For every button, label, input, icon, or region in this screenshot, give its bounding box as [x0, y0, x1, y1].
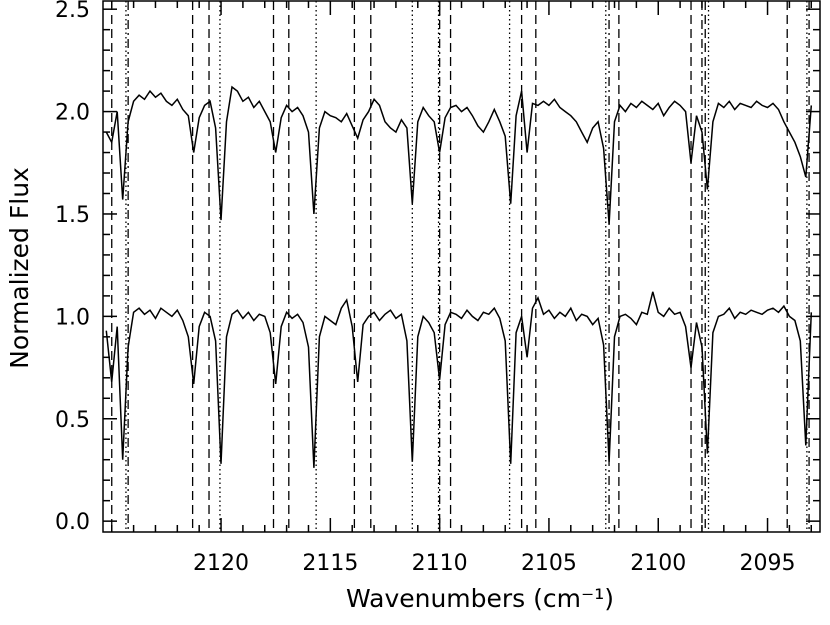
y-tick-label: 0.0 [55, 510, 90, 535]
y-tick-label: 1.0 [55, 305, 90, 330]
spectrum-line [105, 85, 813, 225]
x-tick-label: 2110 [412, 551, 468, 576]
x-tick-label: 2115 [302, 551, 358, 576]
y-tick-label: 1.5 [55, 203, 90, 228]
y-tick-label: 2.5 [55, 0, 90, 23]
spectrum-line [105, 291, 813, 468]
y-axis-label: Normalized Flux [5, 167, 34, 369]
y-tick-label: 2.0 [55, 101, 90, 126]
x-tick-label: 2100 [630, 551, 686, 576]
y-tick-label: 0.5 [55, 408, 90, 433]
x-tick-label: 2105 [521, 551, 577, 576]
x-axis-label: Wavenumbers (cm⁻¹) [346, 584, 614, 613]
x-tick-label: 2120 [193, 551, 249, 576]
plot-frame [102, 0, 821, 533]
x-tick-label: 2095 [740, 551, 796, 576]
